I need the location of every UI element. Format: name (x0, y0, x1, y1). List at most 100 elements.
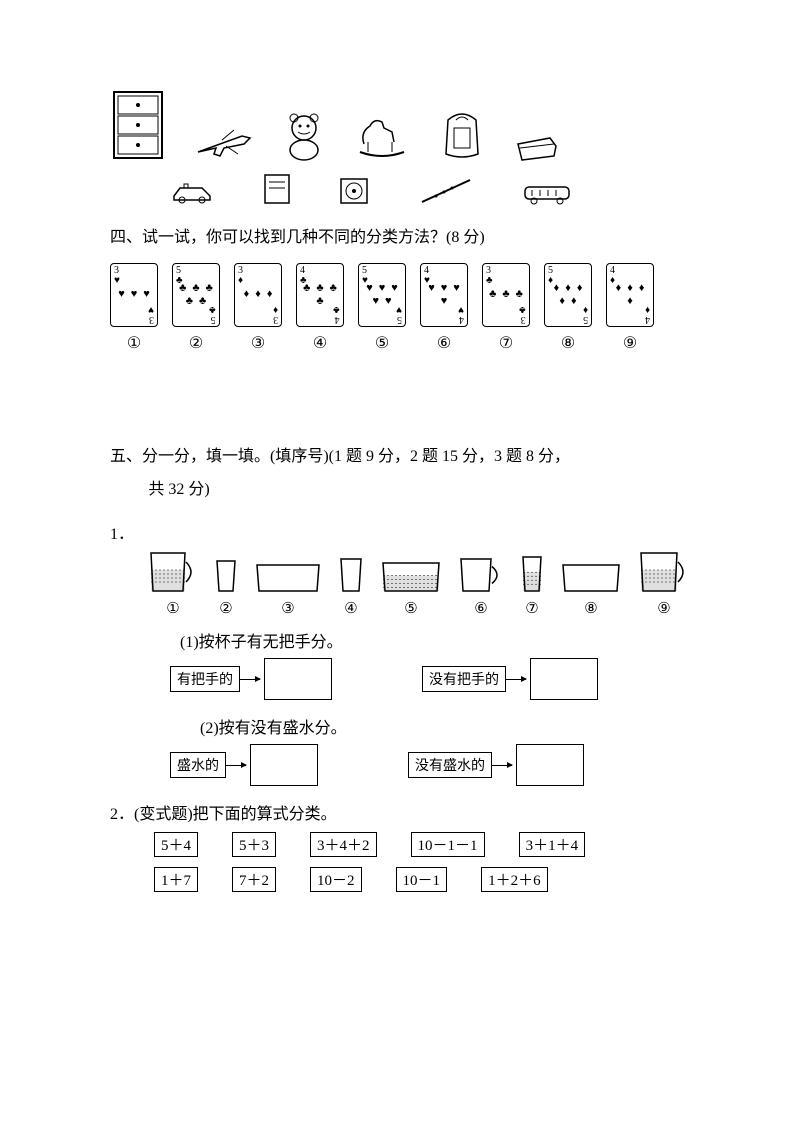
cup-unit: ③ (256, 564, 320, 618)
section4-title: 四、试一试，你可以找到几种不同的分类方法？(8 分) (110, 224, 690, 253)
expression-box: 10－2 (310, 867, 362, 892)
playing-card: 3 ♥♥♥♥3 ♥ (110, 263, 158, 327)
cup-icon (460, 558, 502, 597)
backpack-icon (438, 106, 486, 162)
arrow-icon (492, 765, 512, 766)
cup-unit: ⑦ (522, 556, 542, 618)
cup-icon (340, 558, 362, 597)
label-has-water: 盛水的 (170, 752, 226, 778)
arrow-icon (506, 679, 526, 680)
cup-icon (522, 556, 542, 597)
section5-title-l1: 五、分一分，填一填。(填序号)(1 题 9 分，2 题 15 分，3 题 8 分… (110, 443, 690, 472)
label-no-handle: 没有把手的 (422, 666, 506, 692)
cups-row: ① ② ③ ④ ⑤ ⑥ ⑦ ⑧ ⑨ (150, 552, 690, 618)
card-number: ⑧ (561, 333, 575, 353)
rocking-horse-icon (354, 112, 410, 162)
case-icon (514, 134, 560, 162)
cup-unit: ⑨ (640, 552, 688, 618)
playing-card: 4 ♦♦♦♦♦4 ♦ (606, 263, 654, 327)
card-number: ② (189, 333, 203, 353)
playing-card: 4 ♣♣♣♣♣4 ♣ (296, 263, 344, 327)
playing-card: 5 ♦♦♦♦♦♦5 ♦ (544, 263, 592, 327)
plane-icon (194, 126, 254, 162)
q1-sub2: (2)按有没有盛水分。 (200, 714, 690, 738)
playing-card: 3 ♦♦♦♦3 ♦ (234, 263, 282, 327)
card-unit: 3 ♥♥♥♥3 ♥ ① (110, 263, 158, 353)
cup-number: ⑤ (404, 599, 417, 618)
card-number: ⑦ (499, 333, 513, 353)
cup-number: ③ (281, 599, 294, 618)
objects-row-2 (170, 172, 690, 206)
cup-number: ⑦ (525, 599, 538, 618)
expression-box: 5＋4 (154, 832, 198, 857)
cup-number: ⑥ (474, 599, 487, 618)
book-icon (262, 172, 292, 206)
playing-card: 5 ♣♣♣♣♣♣5 ♣ (172, 263, 220, 327)
expression-box: 3＋4＋2 (310, 832, 377, 857)
cup-number: ⑧ (584, 599, 597, 618)
playing-card: 3 ♣♣♣♣3 ♣ (482, 263, 530, 327)
q1-sub2-boxes: 盛水的 没有盛水的 (170, 744, 690, 786)
answer-box[interactable] (530, 658, 598, 700)
card-unit: 3 ♦♦♦♦3 ♦ ③ (234, 263, 282, 353)
card-unit: 4 ♦♦♦♦♦4 ♦ ⑨ (606, 263, 654, 353)
cup-number: ④ (344, 599, 357, 618)
cup-icon (640, 552, 688, 597)
worksheet-page: 四、试一试，你可以找到几种不同的分类方法？(8 分) 3 ♥♥♥♥3 ♥ ① 5 ♣… (0, 0, 800, 942)
cup-unit: ⑥ (460, 558, 502, 618)
arrow-icon (240, 679, 260, 680)
card-unit: 3 ♣♣♣♣3 ♣ ⑦ (482, 263, 530, 353)
disc-icon (338, 176, 370, 206)
card-unit: 5 ♦♦♦♦♦♦5 ♦ ⑧ (544, 263, 592, 353)
expr-row-2: 1＋7 7＋2 10－2 10－1 1＋2＋6 (154, 867, 690, 892)
expression-box: 10－1 (396, 867, 448, 892)
section5-title-l2: 共 32 分) (148, 476, 690, 505)
card-number: ⑤ (375, 333, 389, 353)
playing-card: 5 ♥♥♥♥♥♥5 ♥ (358, 263, 406, 327)
label-no-water: 没有盛水的 (408, 752, 492, 778)
card-unit: 5 ♥♥♥♥♥♥5 ♥ ⑤ (358, 263, 406, 353)
category-no-water: 没有盛水的 (408, 744, 584, 786)
card-number: ④ (313, 333, 327, 353)
bear-icon (282, 112, 326, 162)
cup-icon (562, 564, 620, 597)
card-number: ⑨ (623, 333, 637, 353)
answer-box[interactable] (264, 658, 332, 700)
card-number: ① (127, 333, 141, 353)
cup-icon (216, 560, 236, 597)
expression-box: 3＋1＋4 (519, 832, 586, 857)
expression-box: 1＋7 (154, 867, 198, 892)
expr-row-1: 5＋4 5＋3 3＋4＋2 10－1－1 3＋1＋4 (154, 832, 690, 857)
playing-card: 4 ♥♥♥♥♥4 ♥ (420, 263, 468, 327)
q1-sub1: (1)按杯子有无把手分。 (180, 628, 690, 652)
objects-row-1 (110, 90, 690, 162)
q1-sub1-boxes: 有把手的 没有把手的 (170, 658, 690, 700)
flute-icon (416, 176, 476, 206)
car-icon (170, 180, 216, 206)
expression-box: 7＋2 (232, 867, 276, 892)
q2-label: 2．(变式题)把下面的算式分类。 (110, 800, 690, 824)
answer-box[interactable] (250, 744, 318, 786)
category-has-handle: 有把手的 (170, 658, 332, 700)
cup-number: ⑨ (657, 599, 670, 618)
q1-label: 1． (110, 520, 690, 544)
expression-box: 5＋3 (232, 832, 276, 857)
cards-row: 3 ♥♥♥♥3 ♥ ① 5 ♣♣♣♣♣♣5 ♣ ② 3 ♦♦♦♦3 ♦ ③ 4 ♣♣♣♣♣4… (110, 263, 690, 353)
cup-unit: ① (150, 552, 196, 618)
cup-unit: ④ (340, 558, 362, 618)
card-unit: 4 ♥♥♥♥♥4 ♥ ⑥ (420, 263, 468, 353)
answer-box[interactable] (516, 744, 584, 786)
cup-unit: ⑤ (382, 562, 440, 618)
card-number: ⑥ (437, 333, 451, 353)
cup-icon (150, 552, 196, 597)
expression-box: 10－1－1 (411, 832, 485, 857)
category-has-water: 盛水的 (170, 744, 318, 786)
expression-box: 1＋2＋6 (481, 867, 548, 892)
cup-number: ① (166, 599, 179, 618)
card-number: ③ (251, 333, 265, 353)
card-unit: 4 ♣♣♣♣♣4 ♣ ④ (296, 263, 344, 353)
cup-number: ② (219, 599, 232, 618)
label-has-handle: 有把手的 (170, 666, 240, 692)
card-unit: 5 ♣♣♣♣♣♣5 ♣ ② (172, 263, 220, 353)
cup-icon (382, 562, 440, 597)
